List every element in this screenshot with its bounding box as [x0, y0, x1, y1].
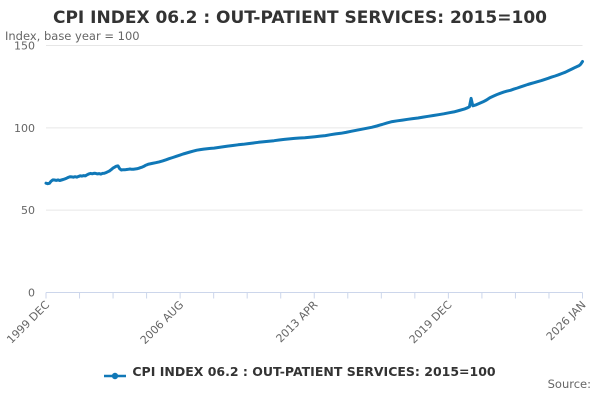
- y-axis-tick-label: 100: [14, 122, 35, 135]
- y-axis-title: Index, base year = 100: [5, 29, 140, 43]
- legend-line-marker: [104, 366, 127, 380]
- source-label: Source:: [547, 377, 591, 391]
- legend-marker-dot: [112, 372, 119, 380]
- x-axis-tick-label: 2013 APR: [273, 298, 320, 345]
- legend-label: CPI INDEX 06.2 : OUT-PATIENT SERVICES: 2…: [132, 363, 496, 379]
- x-axis-tick-label: 2019 DEC: [407, 298, 455, 346]
- x-axis-tick-label: 2006 AUG: [138, 298, 187, 347]
- chart-title: CPI INDEX 06.2 : OUT-PATIENT SERVICES: 2…: [52, 8, 547, 28]
- x-axis-tick-label: 1999 DEC: [4, 298, 52, 346]
- y-axis-tick-label: 0: [28, 287, 35, 300]
- y-axis-tick-label: 50: [21, 204, 35, 217]
- legend[interactable]: CPI INDEX 06.2 : OUT-PATIENT SERVICES: 2…: [0, 362, 600, 380]
- series-line[interactable]: [44, 60, 584, 186]
- y-axis-tick-label: 150: [14, 40, 35, 53]
- x-axis-tick-label: 2026 JAN: [544, 298, 589, 343]
